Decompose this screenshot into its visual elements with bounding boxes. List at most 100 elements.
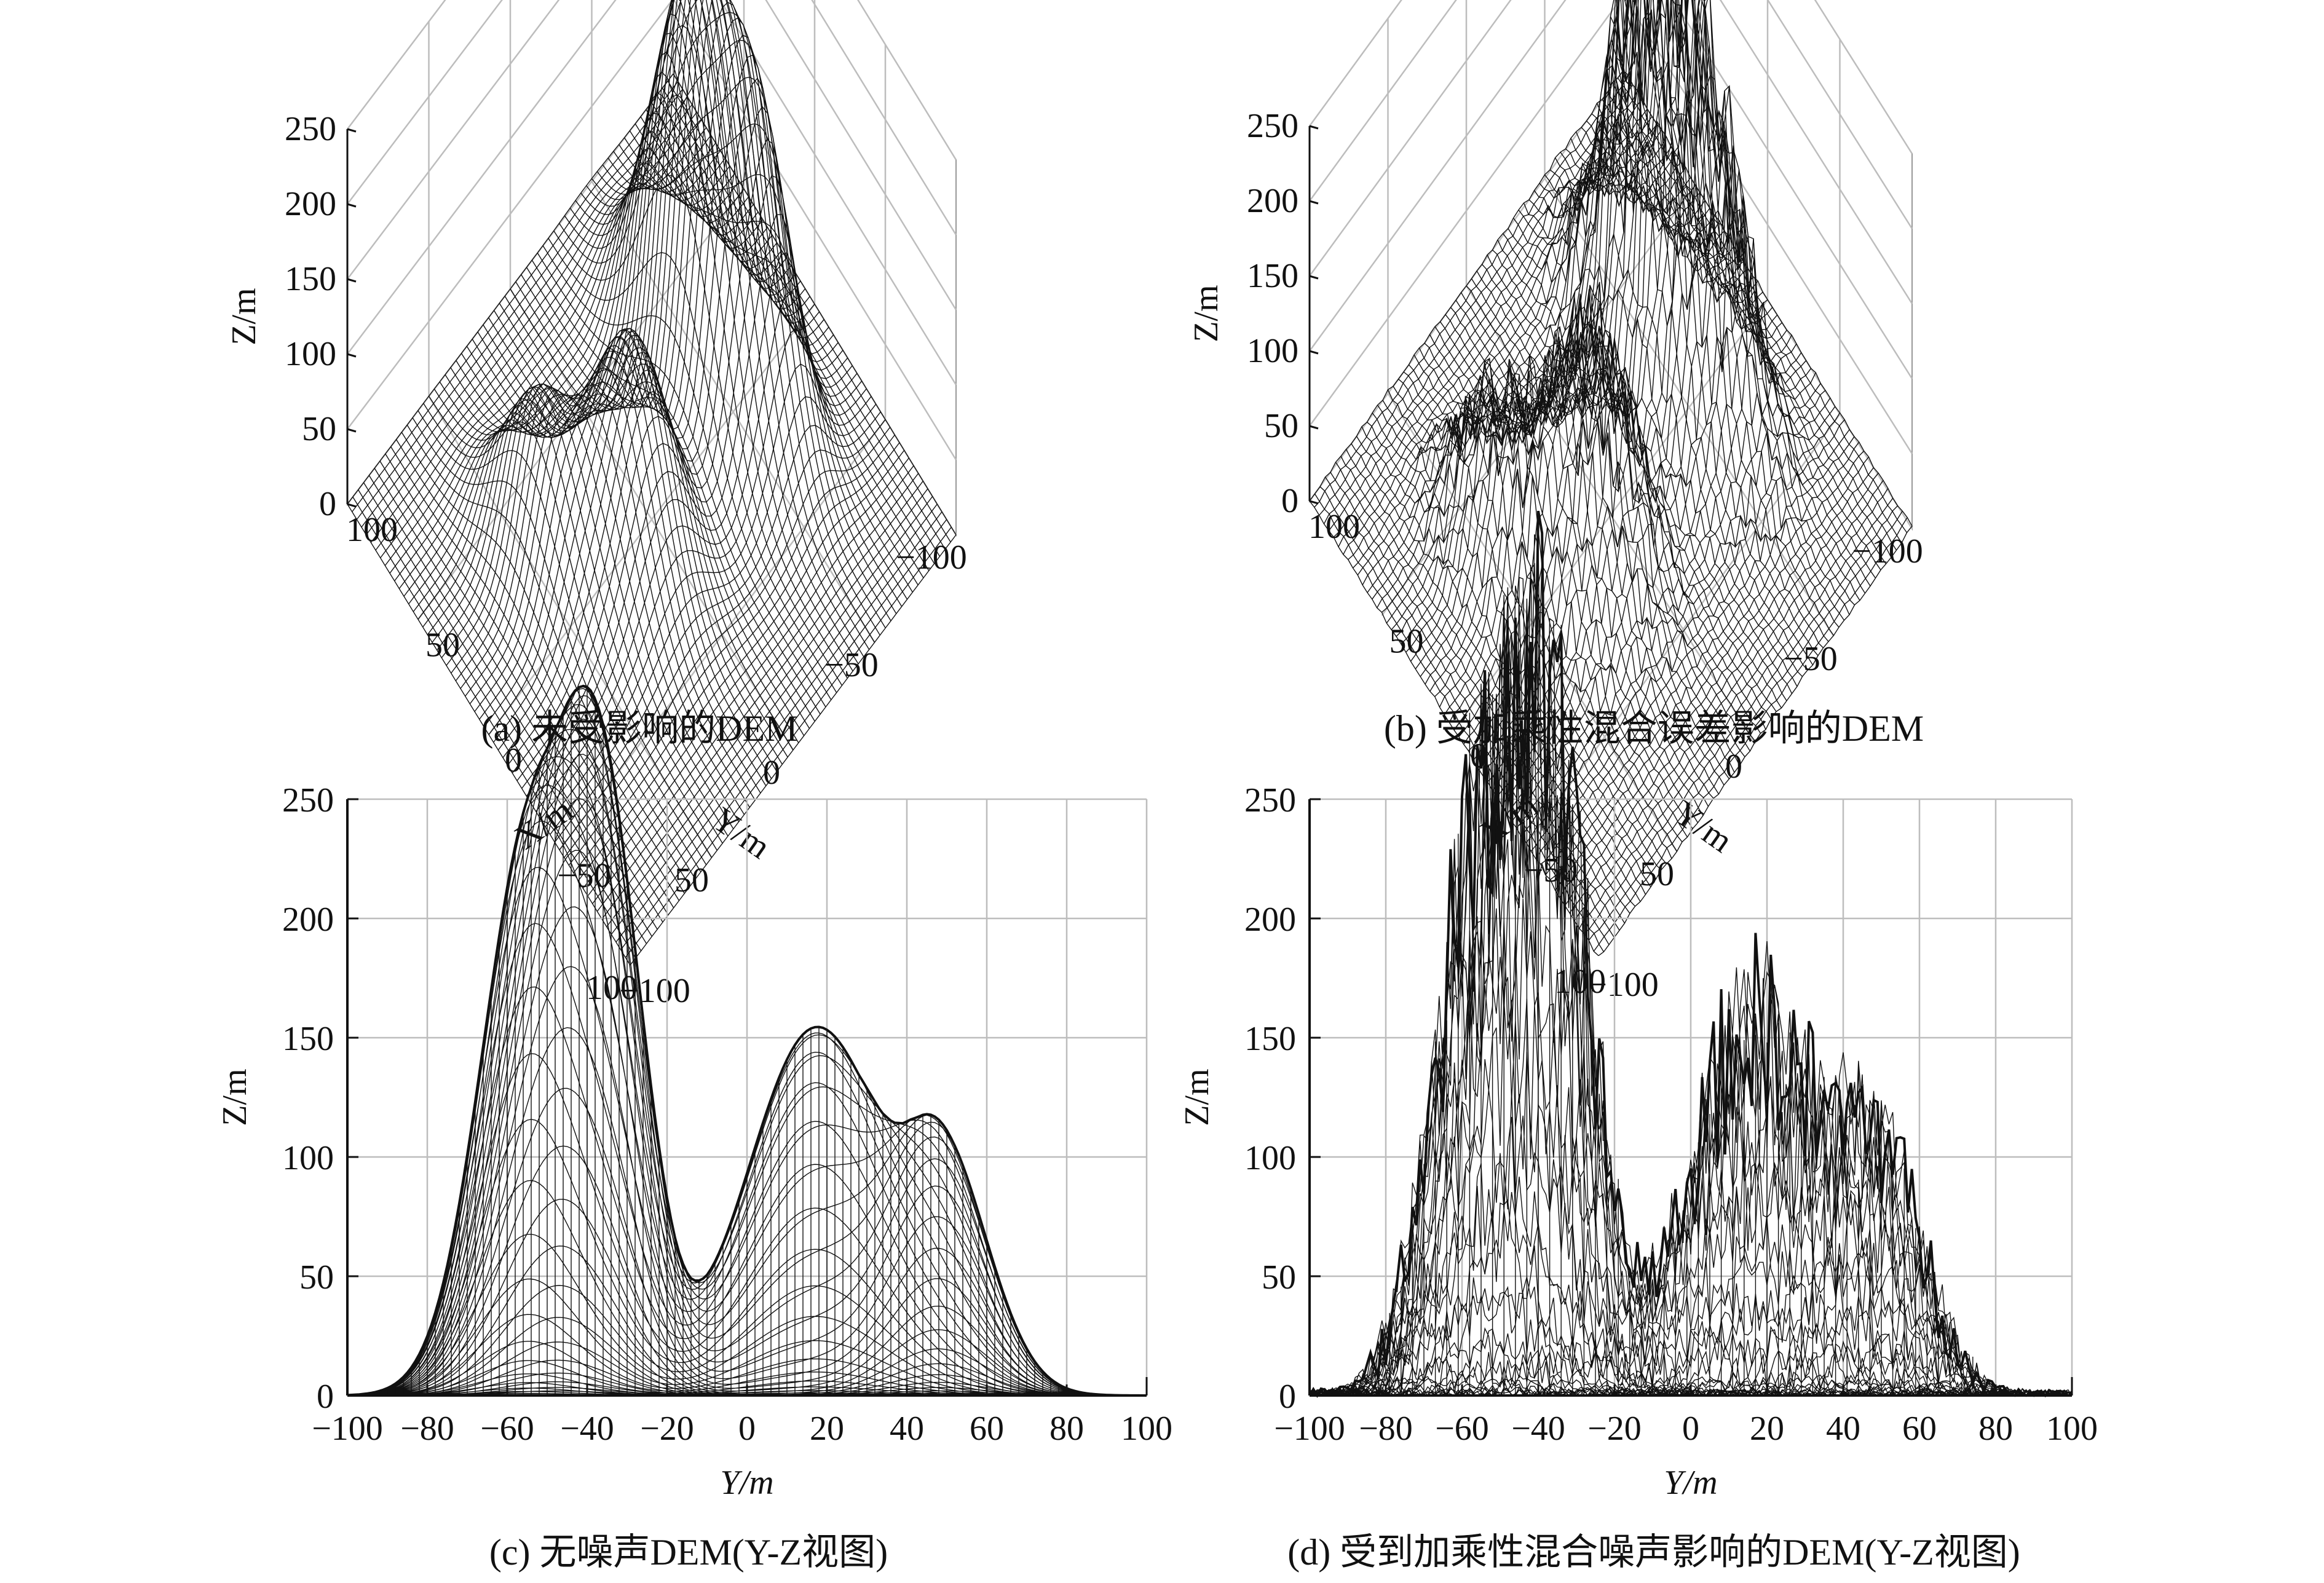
x-axis-label: Y/m [720,1464,773,1502]
caption-a: (a) 未受影响的DEM [481,708,798,749]
x-tick-label: 100 [346,511,398,549]
floor-gridline [1387,393,1678,852]
z-gridline [347,0,957,235]
panel-c-yz-view: −100 −80 −60 −40 −20 0 20 40 60 80 100 0 50 100 150 200… [216,684,1172,1502]
profile-envelope [347,684,1147,1397]
y-tick-label: 200 [1244,901,1296,939]
x-tick-label: −80 [400,1410,454,1448]
x-tick-label: 100 [1121,1410,1172,1448]
z-gridline [347,0,957,160]
x-tick-label: −100 [1274,1410,1345,1448]
caption-d: (d) 受到加乘性混合噪声影响的DEM(Y-Z视图) [1287,1532,2020,1573]
x-tick-label: 20 [810,1410,844,1448]
y-tick-label: −100 [1852,532,1923,570]
z-tick-label: 100 [285,335,336,373]
surface-mesh [347,0,957,966]
z-tick-label: 50 [1264,407,1298,445]
x-axis-label: Y/m [1664,1464,1717,1502]
x-tick-label: 80 [1978,1410,2013,1448]
x-tick-label: −100 [619,972,690,1010]
z-axis-label: Z/m [225,288,263,345]
x-tick-label: 40 [890,1410,924,1448]
y-tick-label: −100 [896,539,967,577]
x-tick-label: 20 [1750,1410,1784,1448]
x-tick-label: 50 [425,626,460,665]
y-tick-label: 150 [1244,1020,1296,1058]
z-gridline [347,0,957,385]
x-tick-label: 60 [1902,1410,1937,1448]
y-tick-label: 150 [282,1020,334,1058]
caption-b: (b) 受加乘性混合误差影响的DEM [1384,708,1924,749]
z-tick-label: 200 [285,185,336,223]
y-axis-label: Z/m [1178,1068,1216,1126]
x-tick-label: −80 [1359,1410,1413,1448]
z-gridline [1308,0,1913,454]
y-tick-label: 0 [1279,1378,1296,1416]
z-tick [347,353,357,358]
panel-a-3d-surface: 050100150200250−100−50050100Y/m100500−50… [225,0,967,1010]
z-gridline [1308,0,1913,304]
x-tick-label: 0 [738,1410,756,1448]
z-tick [1309,275,1319,280]
z-tick-label: 250 [285,110,336,148]
z-tick [347,428,357,433]
profile-envelope [1308,510,2072,1398]
y-tick-label: 0 [763,754,780,792]
z-tick-label: 50 [302,410,336,448]
z-tick-label: 0 [319,485,336,523]
x-tick-label: −40 [1511,1410,1565,1448]
y-tick-label: 250 [282,781,334,819]
y-tick-label: 0 [317,1378,334,1416]
y-tick-label: 50 [1640,855,1674,893]
panel-d-yz-view-noisy: −100 −80 −60 −40 −20 0 20 40 60 80 100 0 50 100 150 200… [1178,510,2098,1502]
z-tick [347,128,357,133]
z-tick [347,278,357,283]
x-tick-label: −60 [480,1410,534,1448]
z-gridline [347,0,957,460]
x-tick-label: −20 [1587,1410,1642,1448]
z-gridline [1308,0,1913,154]
x-tick-label: 60 [970,1410,1004,1448]
x-tick-label: 100 [2046,1410,2098,1448]
z-tick-label: 150 [1247,257,1298,295]
z-tick [1309,125,1319,130]
y-axis-label: Z/m [216,1068,254,1126]
y-tick-label: −50 [1784,640,1838,678]
panel-b-3d-surface-noisy: 050100150200250−100−50050100Y/m100500−50… [1187,0,1923,1004]
z-tick-label: 100 [1247,332,1298,370]
z-tick [1309,350,1319,355]
z-tick [1309,200,1319,205]
x-tick-label: 40 [1826,1410,1860,1448]
x-tick-label: 0 [505,741,522,780]
caption-c: (c) 无噪声DEM(Y-Z视图) [489,1532,888,1573]
z-tick-label: 0 [1281,482,1298,520]
floor-gridline [417,188,745,620]
x-tick-label: −100 [312,1410,383,1448]
x-tick-label: −50 [557,857,611,895]
z-tick-labels: 0 50 100 150 200 250 [1247,107,1319,520]
z-tick [1309,425,1319,430]
y-tick-label: 100 [282,1139,334,1177]
back-walls [1308,0,1913,852]
z-gridline [347,0,957,310]
x-tick-label: −20 [640,1410,694,1448]
z-tick-labels: 0 50 100 150 200 250 [285,110,357,523]
x-tick-label: 0 [1682,1410,1699,1448]
surface-y-lines [347,0,957,966]
z-tick-label: 250 [1247,107,1298,145]
x-tick-label: 100 [1308,508,1360,546]
tick-labels: −100 −80 −60 −40 −20 0 20 40 60 80 100 0 50 100 150 200… [282,781,1172,1448]
x-tick-label: 80 [1049,1410,1084,1448]
z-tick [347,503,357,508]
z-tick-label: 200 [1247,182,1298,220]
z-gridline [1308,0,1913,229]
z-tick [1309,500,1319,505]
z-axis-label: Z/m [1187,285,1225,342]
z-tick-label: 150 [285,260,336,298]
y-tick-label: 200 [282,901,334,939]
y-tick-label: 250 [1244,781,1296,819]
y-tick-label: 50 [299,1258,334,1297]
y-tick-label: 50 [674,861,709,899]
